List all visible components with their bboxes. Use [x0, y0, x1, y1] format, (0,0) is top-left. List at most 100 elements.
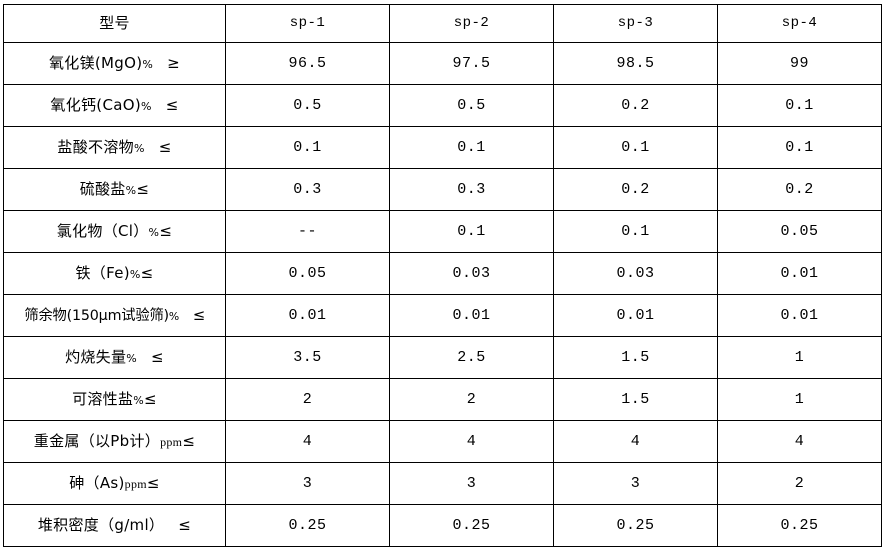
row-label-text: 硫酸盐 [79, 179, 126, 198]
row-label-unit: % [168, 309, 179, 323]
row-label-text: 砷（As) [69, 473, 125, 492]
cell-sp-3-value: 0.1 [553, 126, 718, 169]
table-row: 铁（Fe)%≤ 0.05 0.03 0.03 0.01 [3, 252, 882, 295]
cell-sp-3-value: 0.2 [553, 168, 718, 211]
row-label-unit: % [142, 57, 154, 71]
row-label-text: 盐酸不溶物 [57, 137, 134, 156]
comparison-operator: ≤ [165, 95, 179, 114]
cell-sp-3-value: 0.03 [553, 252, 718, 295]
row-label: 硫酸盐%≤ [3, 168, 226, 211]
comparison-operator: ≤ [192, 305, 205, 324]
row-label-unit: % [125, 183, 137, 197]
cell-sp-4-value: 1 [717, 336, 882, 379]
cell-sp-4-value: 0.1 [717, 126, 882, 169]
cell-sp-3-value: 0.01 [553, 294, 718, 337]
cell-sp-4-value: 0.25 [717, 504, 882, 547]
cell-sp-3-value: 3 [553, 462, 718, 505]
column-header-sp-3: sp-3 [553, 4, 718, 43]
cell-sp-1-value: 0.1 [225, 126, 390, 169]
cell-sp-4-value: 2 [717, 462, 882, 505]
cell-sp-2-value: 0.3 [389, 168, 554, 211]
comparison-operator: ≤ [146, 473, 160, 492]
cell-sp-1-value: 0.3 [225, 168, 390, 211]
cell-sp-4-value: 0.05 [717, 210, 882, 253]
row-label-text: 重金属（以Pb计） [33, 431, 161, 450]
cell-sp-1-value: -- [225, 210, 390, 253]
row-label-text: 氧化钙(CaO) [50, 95, 141, 114]
row-label: 砷（As)ppm≤ [3, 462, 226, 505]
table-header-row: 型号 sp-1 sp-2 sp-3 sp-4 [3, 4, 882, 43]
cell-sp-1-value: 2 [225, 378, 390, 421]
specification-table-container: 型号 sp-1 sp-2 sp-3 sp-4 氧化镁(MgO)% ≥96.5 97.5 98.5… [3, 4, 882, 547]
cell-sp-3-value: 0.25 [553, 504, 718, 547]
row-label: 堆积密度（g/ml） ≤ [3, 504, 226, 547]
cell-sp-3-value: 0.2 [553, 84, 718, 127]
cell-sp-4-value: 0.2 [717, 168, 882, 211]
cell-sp-2-value: 0.25 [389, 504, 554, 547]
comparison-operator: ≤ [159, 221, 173, 240]
row-label-unit: % [148, 225, 160, 239]
cell-sp-1-value: 3 [225, 462, 390, 505]
row-label-text: 灼烧失量 [65, 347, 127, 366]
specification-table: 型号 sp-1 sp-2 sp-3 sp-4 氧化镁(MgO)% ≥96.5 97.5 98.5… [3, 4, 882, 547]
cell-sp-1-value: 96.5 [225, 42, 390, 85]
column-header-sp-2: sp-2 [389, 4, 554, 43]
cell-sp-3-value: 98.5 [553, 42, 718, 85]
row-label: 可溶性盐%≤ [3, 378, 226, 421]
cell-sp-2-value: 0.01 [389, 294, 554, 337]
row-label: 氧化镁(MgO)% ≥ [3, 42, 226, 85]
cell-sp-4-value: 0.01 [717, 252, 882, 295]
row-label: 筛余物(150μm试验筛)% ≤ [3, 294, 226, 337]
table-row: 氧化镁(MgO)% ≥96.5 97.5 98.5 99 [3, 42, 882, 85]
table-row: 重金属（以Pb计）ppm≤ 4 4 4 4 [3, 420, 882, 463]
row-label-text: 氯化物（Cl） [56, 221, 149, 240]
cell-sp-4-value: 0.01 [717, 294, 882, 337]
cell-sp-3-value: 1.5 [553, 378, 718, 421]
row-label-text: 氧化镁(MgO) [48, 53, 143, 72]
column-header-sp-1: sp-1 [225, 4, 390, 43]
row-label-unit: % [126, 351, 138, 365]
comparison-operator: ≤ [136, 179, 150, 198]
table-row: 氧化钙(CaO)% ≤0.5 0.5 0.2 0.1 [3, 84, 882, 127]
cell-sp-2-value: 97.5 [389, 42, 554, 85]
cell-sp-1-value: 0.5 [225, 84, 390, 127]
table-row: 盐酸不溶物% ≤0.1 0.1 0.1 0.1 [3, 126, 882, 169]
table-row: 灼烧失量% ≤3.5 2.5 1.5 1 [3, 336, 882, 379]
cell-sp-2-value: 3 [389, 462, 554, 505]
column-header-model: 型号 [3, 4, 226, 43]
cell-sp-4-value: 1 [717, 378, 882, 421]
cell-sp-4-value: 99 [717, 42, 882, 85]
row-label-unit: % [133, 141, 145, 155]
row-label: 铁（Fe)%≤ [3, 252, 226, 295]
cell-sp-2-value: 2 [389, 378, 554, 421]
comparison-operator: ≤ [144, 389, 157, 408]
row-label-unit: % [133, 393, 145, 407]
comparison-operator: ≤ [158, 137, 172, 156]
row-label-text: 筛余物(150μm试验筛) [24, 307, 169, 324]
cell-sp-4-value: 0.1 [717, 84, 882, 127]
row-label-text: 铁（Fe) [75, 263, 130, 282]
row-label-unit: ppm [124, 476, 147, 491]
cell-sp-2-value: 4 [389, 420, 554, 463]
row-label-unit: ppm [160, 434, 183, 449]
cell-sp-2-value: 2.5 [389, 336, 554, 379]
comparison-operator: ≤ [178, 515, 192, 534]
cell-sp-3-value: 0.1 [553, 210, 718, 253]
cell-sp-4-value: 4 [717, 420, 882, 463]
cell-sp-2-value: 0.03 [389, 252, 554, 295]
cell-sp-1-value: 0.25 [225, 504, 390, 547]
table-row: 硫酸盐%≤ 0.3 0.3 0.2 0.2 [3, 168, 882, 211]
table-row: 筛余物(150μm试验筛)% ≤0.01 0.01 0.01 0.01 [3, 294, 882, 337]
cell-sp-2-value: 0.1 [389, 210, 554, 253]
cell-sp-3-value: 1.5 [553, 336, 718, 379]
comparison-operator: ≤ [140, 263, 154, 282]
cell-sp-1-value: 0.01 [225, 294, 390, 337]
cell-sp-1-value: 3.5 [225, 336, 390, 379]
row-label: 氧化钙(CaO)% ≤ [3, 84, 226, 127]
table-row: 砷（As)ppm≤ 3 3 3 2 [3, 462, 882, 505]
comparison-operator: ≤ [182, 431, 196, 450]
table-body: 型号 sp-1 sp-2 sp-3 sp-4 氧化镁(MgO)% ≥96.5 97.5 98.5… [3, 4, 882, 547]
row-label-text: 堆积密度（g/ml） [37, 515, 165, 534]
row-label-unit: % [140, 99, 152, 113]
cell-sp-2-value: 0.1 [389, 126, 554, 169]
